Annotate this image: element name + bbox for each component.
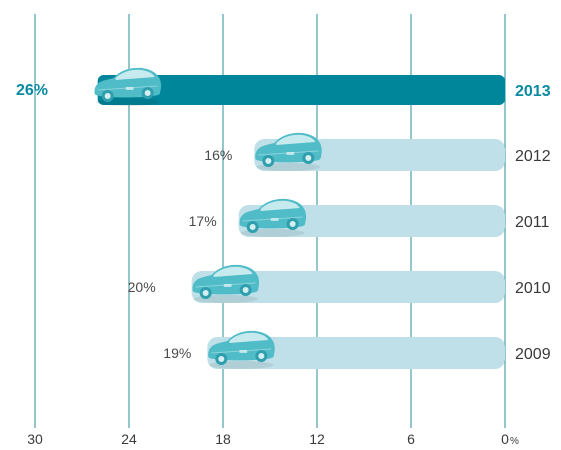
bar-row-2009: 19% 2009 [163,330,551,369]
value-label-2009: 19% [163,345,191,361]
car-icon [94,67,162,106]
car-icon [239,198,307,237]
bar-2013 [97,75,506,105]
value-label-2012: 16% [204,147,232,163]
x-tick-label: 6 [407,431,415,447]
bars-group: 26% 2013 16% 2012 17% 2011 20% 2010 19% 2009 [16,67,551,369]
bar-row-2011: 17% 2011 [189,198,550,237]
category-label-2009: 2009 [515,346,551,363]
bar-row-2010: 20% 2010 [128,264,551,303]
car-icon [255,132,322,171]
x-tick-label: 0 [501,431,509,447]
x-tick-label: 18 [215,431,231,447]
value-label-2010: 20% [128,279,156,295]
car-icon [192,264,260,303]
x-axis-ticks: 30 24 18 12 6 0 [27,431,509,447]
x-axis-unit: % [510,436,519,447]
x-tick-label: 30 [27,431,43,447]
x-tick-label: 12 [309,431,325,447]
value-label-2013: 26% [16,82,48,99]
category-label-2011: 2011 [515,214,550,231]
bar-2009 [207,337,506,369]
bar-row-2012: 16% 2012 [204,132,551,171]
category-label-2013: 2013 [515,83,551,100]
category-label-2012: 2012 [515,148,551,165]
value-label-2011: 17% [189,213,217,229]
car-icon [208,330,275,369]
bar-2010 [191,271,505,303]
x-tick-label: 24 [121,431,137,447]
category-label-2010: 2010 [515,280,551,297]
bar-row-2013: 26% 2013 [16,67,551,106]
